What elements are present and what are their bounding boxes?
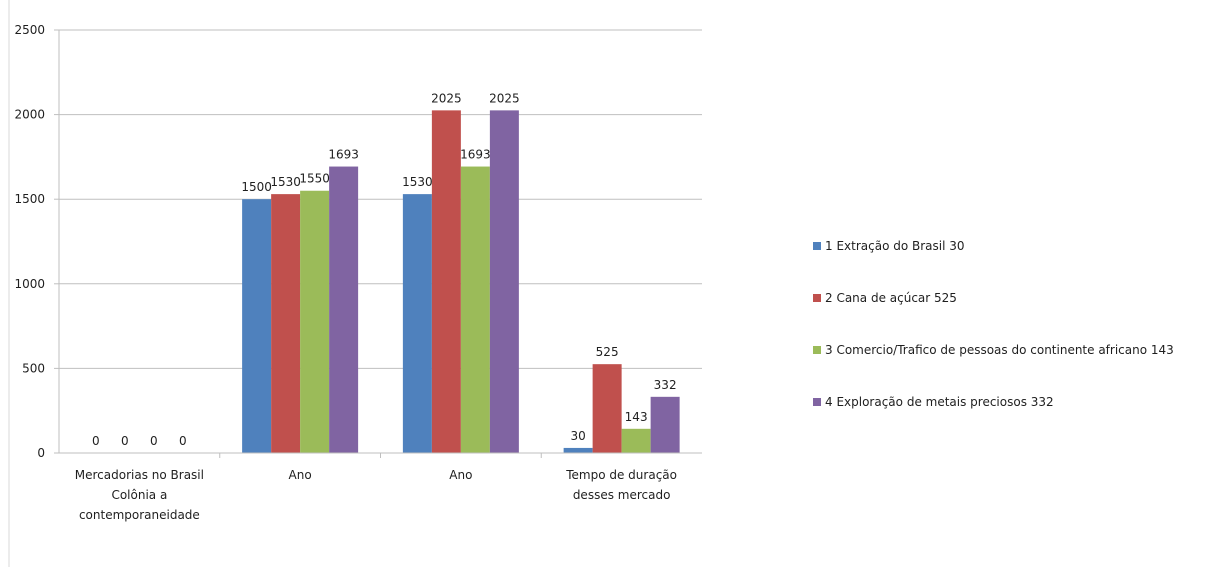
legend-label-3: 3 Comercio/Trafico de pessoas do contine…	[825, 343, 1174, 357]
x-tick-label: contemporaneidade	[79, 508, 200, 522]
data-label: 2025	[489, 91, 520, 105]
y-tick-label: 0	[37, 446, 45, 460]
legend-label-1: 1 Extração do Brasil 30	[825, 239, 965, 253]
x-tick-label: Mercadorias no Brasil	[75, 468, 204, 482]
bar	[592, 364, 622, 453]
data-label: 30	[570, 429, 585, 443]
legend-swatch-2	[813, 294, 821, 302]
data-label: 1500	[241, 180, 272, 194]
legend-label-4: 4 Exploração de metais preciosos 332	[825, 395, 1054, 409]
legend-item-4: 4 Exploração de metais preciosos 332	[813, 392, 1208, 412]
value-labels-layer: 0 0 0 0150015301550169315302025169320253052…	[92, 91, 677, 448]
y-axis-ticks: 0 500 1000 1500 2000 2500	[14, 23, 59, 460]
x-tick-label: Colônia a	[111, 488, 167, 502]
bar	[402, 194, 432, 453]
legend: 1 Extração do Brasil 30 2 Cana de açúcar…	[813, 236, 1208, 444]
y-tick-label: 2500	[14, 23, 45, 37]
legend-label-2: 2 Cana de açúcar 525	[825, 291, 957, 305]
bar	[271, 194, 301, 453]
data-label: 1550	[299, 172, 330, 186]
bar	[242, 199, 272, 453]
y-tick-label: 1500	[14, 192, 45, 206]
data-label: 525	[596, 345, 619, 359]
legend-item-1: 1 Extração do Brasil 30	[813, 236, 1208, 256]
bars-layer	[242, 110, 680, 454]
x-tick-label: desses mercado	[573, 488, 671, 502]
data-label: 0	[179, 434, 187, 448]
data-label: 332	[654, 378, 677, 392]
bar	[460, 166, 490, 453]
x-tick-label: Ano	[289, 468, 312, 482]
y-tick-label: 1000	[14, 277, 45, 291]
data-label: 1693	[328, 148, 359, 162]
data-label: 0	[121, 434, 129, 448]
legend-item-2: 2 Cana de açúcar 525	[813, 288, 1208, 308]
x-tick-label: Ano	[449, 468, 472, 482]
data-label: 143	[625, 410, 648, 424]
legend-item-3: 3 Comercio/Trafico de pessoas do contine…	[813, 340, 1208, 360]
bar	[300, 190, 330, 454]
legend-swatch-4	[813, 398, 821, 406]
data-label: 2025	[431, 91, 462, 105]
legend-swatch-3	[813, 346, 821, 354]
bar	[621, 428, 651, 453]
data-label: 1693	[460, 148, 491, 162]
grid-layer	[59, 29, 702, 369]
bar	[431, 110, 461, 454]
bar	[489, 110, 519, 454]
x-axis-categories: Mercadorias no Brasil Colônia a contempora…	[75, 453, 677, 522]
y-tick-label: 500	[22, 361, 45, 375]
data-label: 0	[92, 434, 100, 448]
bar	[329, 166, 359, 453]
bar	[650, 396, 680, 453]
legend-swatch-1	[813, 242, 821, 250]
data-label: 1530	[270, 175, 301, 189]
data-label: 0	[150, 434, 158, 448]
x-tick-label: Tempo de duração	[565, 468, 677, 482]
bar	[563, 447, 593, 453]
data-label: 1530	[402, 175, 433, 189]
y-tick-label: 2000	[14, 108, 45, 122]
